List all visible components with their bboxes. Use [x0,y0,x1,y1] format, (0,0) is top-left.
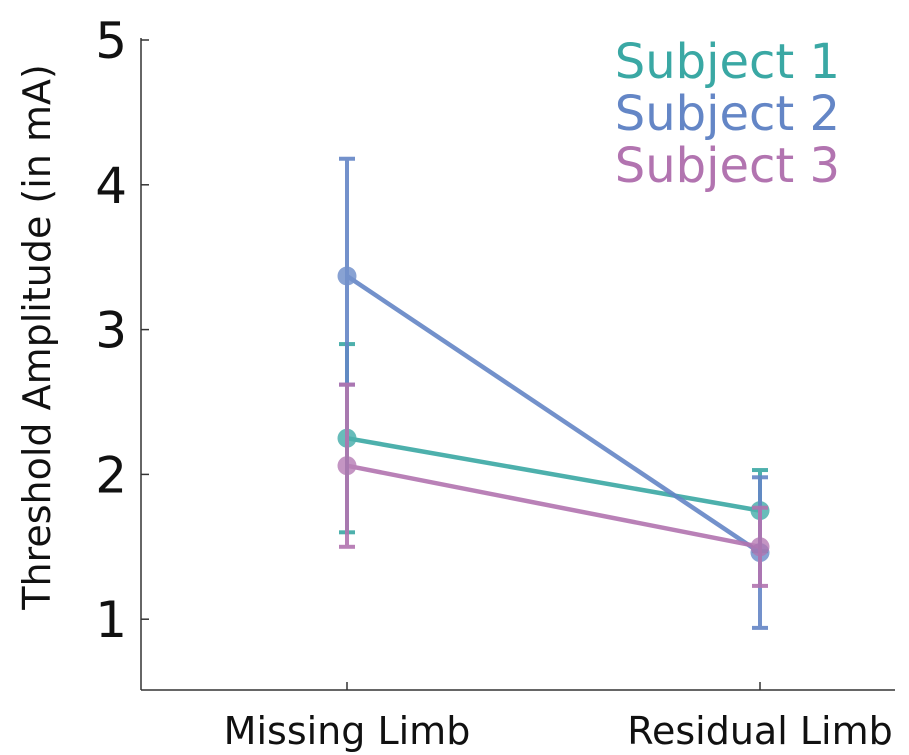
series-line [346,435,761,513]
x-axis-ticks: Missing Limb Residual Limb [224,682,893,753]
x-tick-label: Missing Limb [224,709,471,753]
series-group [337,156,770,630]
series-line [345,274,762,555]
y-tick-label: 2 [95,446,127,504]
data-point [337,266,357,286]
legend-entry: Subject 2 [615,86,840,142]
x-tick-label: Residual Limb [627,709,892,753]
legend-entry: Subject 3 [615,138,840,194]
data-point [337,456,357,476]
axes [140,38,895,691]
y-tick-label: 3 [95,302,127,360]
series-line [346,463,761,550]
series-subject-3 [337,382,770,588]
y-tick-label: 5 [95,12,127,70]
y-tick-label: 1 [95,591,127,649]
y-tick-label: 4 [95,157,127,215]
legend-entry: Subject 1 [615,34,840,90]
series-subject-2 [337,156,770,630]
series-subject-1 [337,342,770,554]
data-point [750,537,770,557]
y-axis-ticks: 1 2 3 4 5 [95,12,149,649]
y-axis-label: Threshold Amplitude (in mA) [15,64,59,611]
